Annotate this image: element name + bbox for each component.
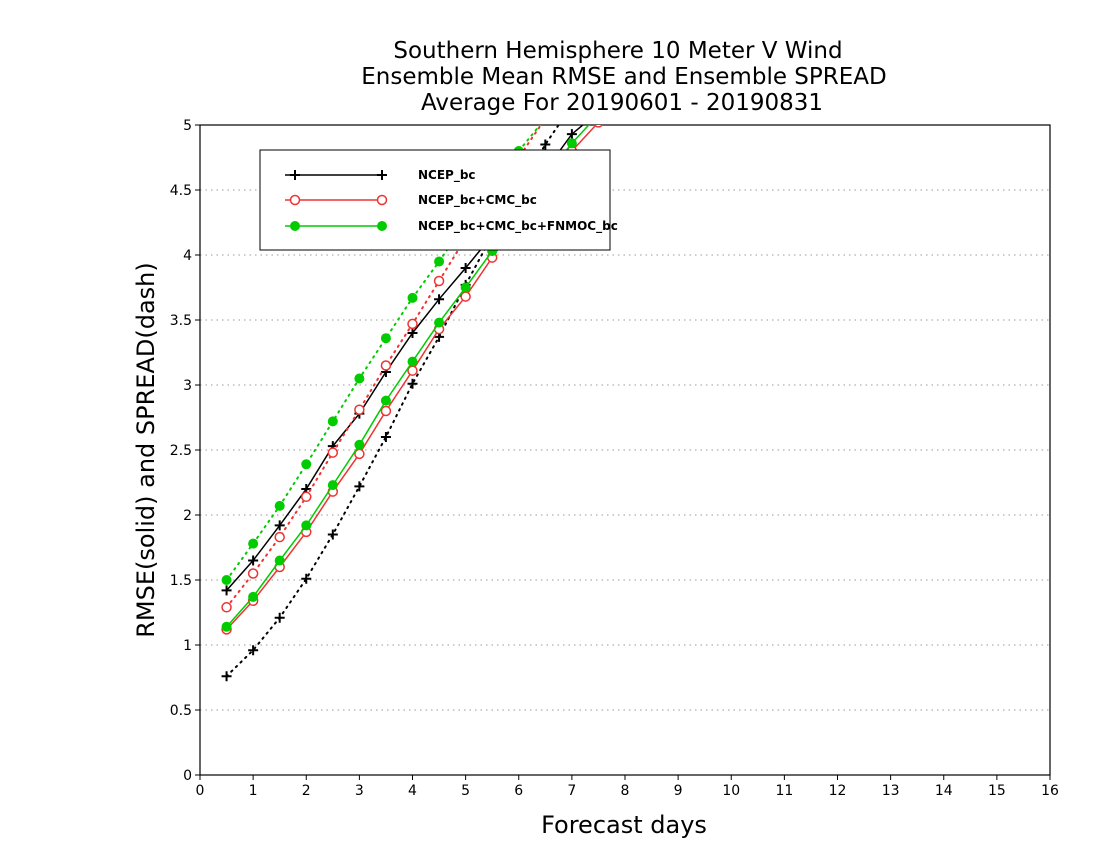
- legend-marker: [377, 170, 387, 180]
- spread-point: [301, 573, 312, 584]
- rmse-point: [460, 263, 471, 273]
- x-tick-label: 11: [775, 783, 793, 799]
- rmse-point: [221, 621, 232, 632]
- spread-point: [433, 275, 445, 287]
- y-tick-label: 1: [183, 638, 192, 654]
- grid-lines: [200, 189, 1050, 711]
- rmse-point: [593, 125, 603, 128]
- legend-label: NCEP_bc: [418, 168, 476, 183]
- x-tick-label: 14: [935, 783, 953, 799]
- rmse-point: [248, 555, 259, 566]
- spread-point: [540, 139, 551, 150]
- spread-line: [225, 125, 542, 581]
- spread-point: [301, 459, 312, 470]
- legend-marker: [377, 221, 387, 231]
- legend: NCEP_bc NCEP_bc+CMC_bc NCEP_bc+CMC_bc+FNMO…: [259, 149, 618, 251]
- spread-point: [407, 378, 418, 389]
- rmse-point: [460, 282, 471, 293]
- legend-label: NCEP_bc+CMC_bc+FNMOC_bc: [418, 219, 618, 234]
- y-axis-ticks: 0 0.5 1 1.5 2 2.5 3 3.5 4 4.5 5: [170, 118, 200, 784]
- x-tick-label: 8: [621, 783, 630, 799]
- spread-point: [380, 333, 391, 344]
- chart-title-line-2: Ensemble Mean RMSE and Ensemble SPREAD: [361, 64, 886, 90]
- x-tick-label: 12: [829, 783, 847, 799]
- rmse-point: [566, 129, 577, 140]
- y-tick-label: 5: [183, 118, 192, 134]
- legend-label: NCEP_bc+CMC_bc: [418, 193, 537, 208]
- rmse-point: [327, 480, 338, 491]
- y-tick-label: 4: [183, 248, 192, 264]
- spread-point: [301, 491, 312, 503]
- spread-point: [221, 602, 232, 613]
- x-tick-label: 16: [1041, 783, 1059, 799]
- x-tick-label: 13: [882, 783, 900, 799]
- x-tick-label: 4: [408, 783, 417, 799]
- x-tick-label: 10: [722, 783, 740, 799]
- rmse-point: [380, 405, 392, 417]
- chart-title-line-1: Southern Hemisphere 10 Meter V Wind: [393, 38, 842, 64]
- rmse-point: [434, 317, 445, 328]
- legend-marker: [290, 221, 300, 231]
- spread-point: [248, 645, 259, 656]
- rmse-point: [274, 520, 285, 531]
- spread-point: [327, 529, 338, 540]
- chart-title-line-3: Average For 20190601 - 20190831: [421, 90, 823, 116]
- rmse-point: [248, 591, 259, 602]
- rmse-point: [407, 365, 418, 376]
- x-tick-label: 15: [988, 783, 1006, 799]
- spread-point: [274, 500, 285, 511]
- x-axis-ticks: 0 1 2 3 4 5 6 7 8 9 10 11 12 13 14 15 16: [196, 775, 1059, 799]
- rmse-point: [407, 328, 418, 338]
- x-tick-label: 7: [567, 783, 576, 799]
- spread-point: [221, 671, 232, 682]
- y-tick-label: 2: [183, 508, 192, 524]
- spread-point: [354, 404, 365, 415]
- spread-point: [407, 292, 418, 303]
- x-tick-label: 6: [514, 783, 523, 799]
- rmse-point: [407, 356, 418, 367]
- spread-point: [354, 373, 365, 384]
- rmse-point: [354, 439, 365, 450]
- rmse-point: [460, 291, 471, 302]
- x-tick-label: 5: [461, 783, 470, 799]
- rmse-point: [566, 138, 577, 149]
- x-tick-label: 9: [674, 783, 683, 799]
- rmse-point: [274, 555, 285, 566]
- rmse-point: [301, 520, 312, 531]
- spread-point: [327, 447, 339, 458]
- spread-point: [380, 432, 391, 442]
- y-tick-label: 3: [183, 378, 192, 394]
- legend-marker: [290, 170, 300, 180]
- x-axis-label: Forecast days: [541, 811, 707, 839]
- spread-point: [221, 575, 232, 585]
- spread-point: [434, 256, 445, 267]
- x-tick-label: 2: [302, 783, 311, 799]
- spread-point: [247, 568, 259, 579]
- y-tick-label: 0: [183, 768, 192, 784]
- legend-marker: [289, 194, 301, 206]
- y-tick-label: 4.5: [170, 183, 192, 199]
- legend-marker: [376, 194, 388, 206]
- spread-point: [327, 416, 338, 427]
- spread-point: [380, 360, 392, 371]
- y-axis-label: RMSE(solid) and SPREAD(dash): [132, 262, 160, 638]
- rmse-point: [221, 585, 232, 596]
- y-tick-label: 2.5: [170, 443, 192, 459]
- spread-point: [407, 318, 418, 330]
- rmse-point: [380, 395, 391, 406]
- spread-point: [354, 481, 365, 492]
- legend-entries: NCEP_bc NCEP_bc+CMC_bc NCEP_bc+CMC_bc+FNMO…: [285, 168, 618, 234]
- spread-point: [274, 531, 285, 543]
- spread-point: [274, 612, 285, 623]
- x-tick-label: 0: [196, 783, 205, 799]
- y-tick-label: 0.5: [170, 703, 192, 719]
- y-tick-label: 3.5: [170, 313, 192, 329]
- y-tick-label: 1.5: [170, 573, 192, 589]
- x-tick-label: 1: [249, 783, 258, 799]
- rmse-point: [434, 294, 445, 305]
- spread-point: [248, 538, 259, 549]
- x-tick-label: 3: [355, 783, 364, 799]
